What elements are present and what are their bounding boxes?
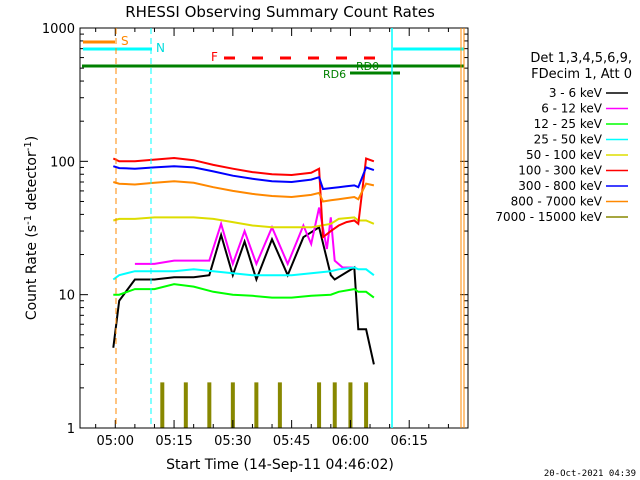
- flag-rd6-label: RD6: [323, 68, 346, 81]
- x-tick-label: 06:00: [332, 434, 369, 449]
- flag-rd0-label: RD0: [356, 60, 379, 73]
- y-axis-title-mid: detector: [24, 151, 40, 215]
- legend-label: 300 - 800 keV: [518, 179, 602, 193]
- x-tick-label: 05:00: [97, 434, 134, 449]
- flag-n-label: N: [156, 41, 165, 55]
- y-tick-label: 100: [50, 155, 75, 170]
- flag-f-label: F: [211, 50, 218, 64]
- legend-label: 100 - 300 keV: [518, 164, 602, 178]
- y-axis-title-end: ): [24, 136, 40, 141]
- legend-header-2: FDecim 1, Att 0: [531, 67, 632, 82]
- x-tick-label: 05:30: [214, 434, 251, 449]
- y-axis-title-main: Count Rate (s: [24, 225, 40, 320]
- x-tick-label: 05:45: [273, 434, 310, 449]
- legend-label: 25 - 50 keV: [534, 133, 603, 147]
- series-line-6: [112, 165, 375, 191]
- y-axis-title-sup2: -1: [23, 141, 34, 151]
- x-tick-label: 06:15: [390, 434, 427, 449]
- y-tick-label: 10: [58, 289, 75, 304]
- legend-label: 50 - 100 keV: [526, 148, 603, 162]
- series-line-4: [113, 216, 375, 229]
- chart-title: RHESSI Observing Summary Count Rates: [125, 3, 435, 21]
- series-line-5: [112, 156, 375, 240]
- legend-header-1: Det 1,3,4,5,6,9,: [530, 51, 632, 66]
- status-flags: S N F RD0 RD6: [82, 34, 464, 81]
- y-tick-label: 1000: [42, 22, 75, 37]
- legend-label: 7000 - 15000 keV: [495, 210, 602, 224]
- series-line-7: [113, 180, 375, 203]
- y-tick-label: 1: [67, 422, 75, 437]
- y-axis-title: Count Rate (s-1 detector-1): [23, 136, 41, 320]
- legend: Det 1,3,4,5,6,9, FDecim 1, Att 0 3 - 6 k…: [495, 51, 632, 224]
- y-axis-title-sup1: -1: [23, 215, 34, 225]
- flag-s-label: S: [121, 34, 129, 48]
- plot-frame: [79, 27, 469, 429]
- marker-lines: [115, 28, 465, 428]
- timestamp: 20-Oct-2021 04:39: [544, 469, 636, 479]
- legend-label: 800 - 7000 keV: [511, 195, 603, 209]
- legend-label: 3 - 6 keV: [549, 86, 603, 100]
- x-axis: 05:00 05:15 05:30 05:45 06:00 06:15: [95, 28, 449, 449]
- x-axis-title: Start Time (14-Sep-11 04:46:02): [166, 457, 394, 473]
- series-line-0: [112, 225, 375, 365]
- x-tick-label: 05:15: [155, 434, 192, 449]
- legend-label: 6 - 12 keV: [541, 102, 603, 116]
- legend-label: 12 - 25 keV: [534, 117, 603, 131]
